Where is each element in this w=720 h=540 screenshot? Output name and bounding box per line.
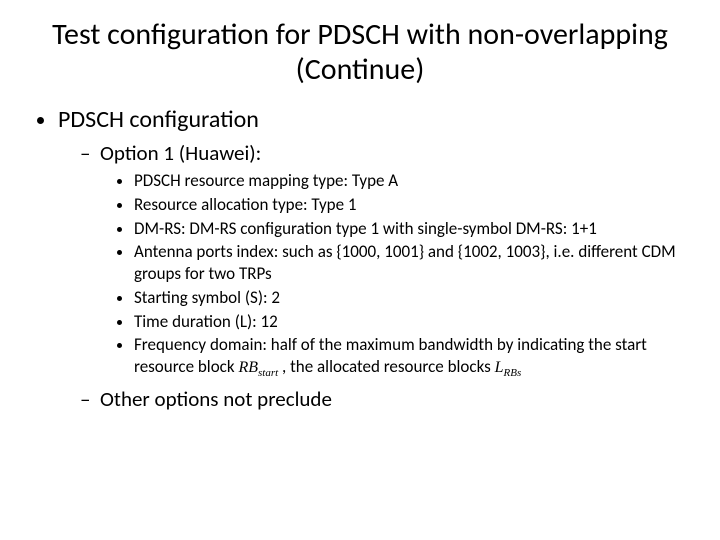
slide-title: Test configuration for PDSCH with non-ov… (30, 18, 690, 87)
math-base: RB (238, 359, 258, 376)
l2-text: Option 1 (Huawei): (100, 140, 261, 166)
list-item: Time duration (L): 12 (134, 311, 690, 333)
list-item: Frequency domain: half of the maximum ba… (134, 334, 690, 380)
bullet-list-level2: Option 1 (Huawei): PDSCH resource mappin… (58, 140, 690, 412)
math-base: L (495, 359, 504, 376)
l3-text: Starting symbol (S): 2 (134, 287, 280, 308)
l3-text: PDSCH resource mapping type: Type A (134, 170, 398, 191)
list-item: Resource allocation type: Type 1 (134, 194, 690, 216)
list-item: Antenna ports index: such as {1000, 1001… (134, 241, 690, 285)
list-item: Other options not preclude (86, 386, 690, 412)
l1-text: PDSCH configuration (58, 105, 259, 134)
list-item: DM-RS: DM-RS configuration type 1 with s… (134, 218, 690, 240)
list-item: PDSCH configuration Option 1 (Huawei): P… (58, 105, 690, 412)
math-lrbs: LRBs (495, 359, 522, 376)
bullet-list-level1: PDSCH configuration Option 1 (Huawei): P… (30, 105, 690, 412)
l3-text: DM-RS: DM-RS configuration type 1 with s… (134, 218, 597, 239)
l3-text: Resource allocation type: Type 1 (134, 194, 357, 215)
list-item: Option 1 (Huawei): PDSCH resource mappin… (86, 140, 690, 380)
math-rb-start: RBstart (238, 359, 278, 376)
list-item: Starting symbol (S): 2 (134, 287, 690, 309)
math-sub: start (258, 367, 278, 379)
l3-text: Antenna ports index: such as {1000, 1001… (134, 241, 676, 284)
bullet-list-level3: PDSCH resource mapping type: Type A Reso… (100, 170, 690, 380)
l3-text-mid: , the allocated resource blocks (278, 356, 494, 377)
math-sub: RBs (504, 367, 522, 379)
slide-container: Test configuration for PDSCH with non-ov… (0, 0, 720, 540)
l2-text: Other options not preclude (100, 386, 332, 412)
list-item: PDSCH resource mapping type: Type A (134, 170, 690, 192)
l3-text: Time duration (L): 12 (134, 311, 278, 332)
